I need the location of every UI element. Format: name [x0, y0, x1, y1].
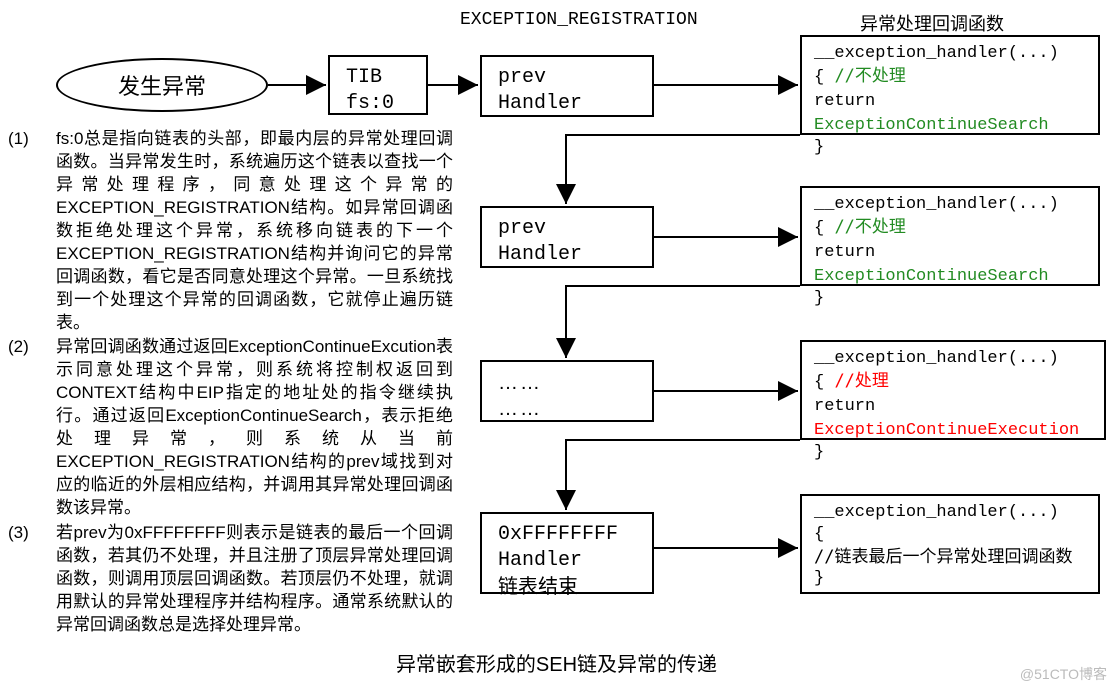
- cb2-close: }: [814, 288, 1086, 310]
- reg3-l2: ……: [498, 396, 636, 422]
- cb2-sig: __exception_handler(...): [814, 194, 1086, 216]
- cb3-comment: //处理: [824, 371, 889, 391]
- cb1-sig: __exception_handler(...): [814, 43, 1086, 65]
- cb1-val: ExceptionContinueSearch: [814, 116, 1049, 135]
- cb3-open: {: [814, 373, 824, 392]
- start-ellipse: 发生异常: [56, 58, 268, 112]
- cb4-open: {: [814, 524, 1086, 546]
- p3-body: 若prev为0xFFFFFFFF则表示是链表的最后一个回调函数，若其仍不处理，并…: [56, 522, 453, 637]
- watermark: @51CTO博客: [1020, 664, 1107, 684]
- tib-l2: fs:0: [346, 91, 410, 117]
- reg4-l1: 0xFFFFFFFF: [498, 522, 636, 548]
- p1-num: (1): [8, 128, 56, 334]
- cb3-close: }: [814, 442, 1092, 464]
- reg2-l1: prev: [498, 216, 636, 242]
- cb3-val: ExceptionContinueExecution: [814, 421, 1079, 440]
- reg1-l2: Handler: [498, 91, 636, 117]
- reg2-box: prev Handler: [480, 206, 654, 268]
- cb3-sig: __exception_handler(...): [814, 348, 1092, 370]
- p2-body: 异常回调函数通过返回ExceptionContinueExcution表示同意处…: [56, 336, 453, 520]
- reg1-l1: prev: [498, 65, 636, 91]
- header-exc-reg: EXCEPTION_REGISTRATION: [460, 10, 698, 30]
- reg4-l3: 链表结束: [498, 574, 636, 600]
- cb1-ret: return: [814, 92, 875, 111]
- reg3-l1: ……: [498, 370, 636, 396]
- p1-body: fs:0总是指向链表的头部，即最内层的异常处理回调函数。当异常发生时，系统遍历这…: [56, 128, 453, 334]
- cb4-sig: __exception_handler(...): [814, 502, 1086, 524]
- header-callback: 异常处理回调函数: [860, 10, 1004, 36]
- p3-num: (3): [8, 522, 56, 637]
- cb1-open: {: [814, 68, 824, 87]
- reg1-box: prev Handler: [480, 55, 654, 117]
- cb4-body: //链表最后一个异常处理回调函数: [814, 546, 1086, 568]
- cb2-comment: //不处理: [824, 217, 906, 237]
- cb2-box: __exception_handler(...) { //不处理 return …: [800, 186, 1100, 286]
- cb4-close: }: [814, 568, 1086, 590]
- cb3-ret: return: [814, 397, 875, 416]
- paragraphs: (1) fs:0总是指向链表的头部，即最内层的异常处理回调函数。当异常发生时，系…: [8, 128, 453, 639]
- cb1-box: __exception_handler(...) { //不处理 return …: [800, 35, 1100, 135]
- tib-box: TIB fs:0: [328, 55, 428, 115]
- reg4-box: 0xFFFFFFFF Handler 链表结束: [480, 512, 654, 594]
- start-ellipse-text: 发生异常: [118, 69, 206, 101]
- cb1-close: }: [814, 137, 1086, 159]
- reg4-l2: Handler: [498, 548, 636, 574]
- p2-num: (2): [8, 336, 56, 520]
- reg3-box: …… ……: [480, 360, 654, 422]
- reg2-l2: Handler: [498, 242, 636, 268]
- cb4-box: __exception_handler(...) { //链表最后一个异常处理回…: [800, 494, 1100, 594]
- tib-l1: TIB: [346, 65, 410, 91]
- cb2-open: {: [814, 219, 824, 238]
- cb2-val: ExceptionContinueSearch: [814, 267, 1049, 286]
- cb1-comment: //不处理: [824, 66, 906, 86]
- bottom-title: 异常嵌套形成的SEH链及异常的传递: [0, 648, 1113, 677]
- cb3-box: __exception_handler(...) { //处理 return E…: [800, 340, 1106, 440]
- cb2-ret: return: [814, 243, 875, 262]
